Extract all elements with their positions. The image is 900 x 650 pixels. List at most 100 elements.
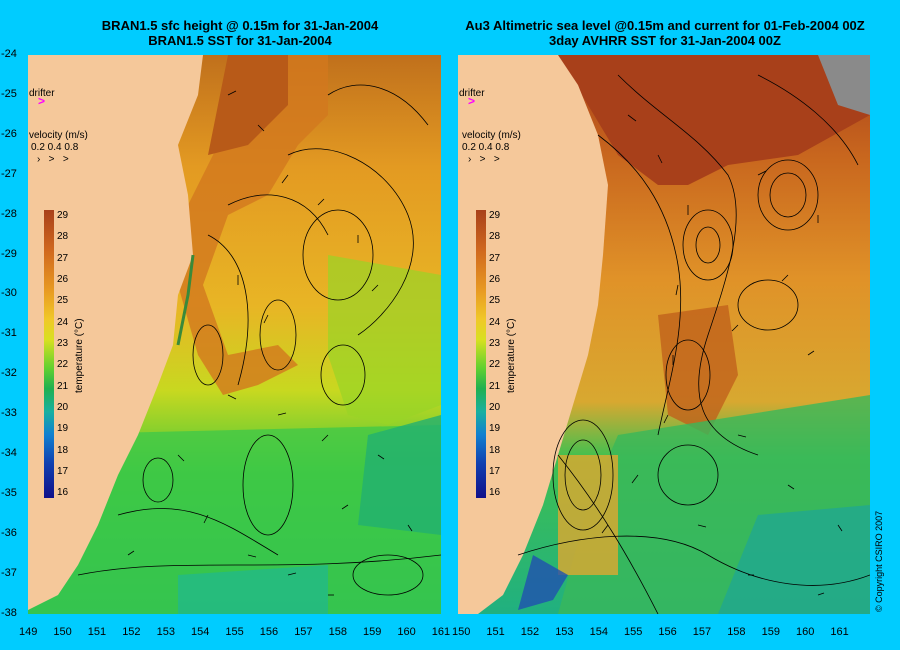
right-velocity-arrows-icon: › > > [468,154,500,165]
colorbar-tick-label: 27 [57,252,69,264]
x-tick-label: 157 [692,626,712,638]
right-drifter-label: drifter [459,88,485,99]
colorbar-tick-label: 27 [489,252,501,264]
right-current-arrows [601,114,843,596]
colorbar-tick-label: 20 [489,402,501,413]
colorbar-tick-label: 26 [489,274,501,285]
right-title-line1: Au3 Altimetric sea level @0.15m and curr… [465,18,865,33]
right-velocity-title: velocity (m/s) [462,130,521,141]
x-tick-label: 159 [761,626,780,638]
right-colorbar [476,210,486,498]
right-title: Au3 Altimetric sea level @0.15m and curr… [455,18,875,48]
x-tick-label: 154 [191,626,210,638]
y-tick-label: -26 [1,127,17,140]
x-tick-label: 152 [520,626,540,638]
right-cloud-mask [818,55,870,115]
colorbar-tick-label: 22 [57,359,69,371]
left-map [28,55,441,614]
x-tick-label: 154 [589,626,608,638]
y-tick-label: -36 [1,526,17,539]
colorbar-tick-label: 23 [489,338,501,349]
y-tick-label: -25 [1,87,17,100]
y-tick-label: -27 [1,167,17,180]
left-colorbar [44,210,54,498]
colorbar-tick-label: 20 [57,402,69,413]
x-tick-label: 161 [431,626,451,638]
right-map [458,55,870,614]
left-contours [77,84,441,596]
colorbar-tick-label: 16 [57,487,69,499]
right-velocity-values: 0.2 0.4 0.8 [462,142,510,153]
colorbar-tick-label: 17 [57,466,69,477]
x-tick-label: 151 [87,626,107,638]
right-cold-coastal [518,555,568,610]
y-tick-label: -38 [1,606,17,619]
right-warm-south [558,455,618,575]
colorbar-tick-label: 23 [57,338,69,349]
x-tick-label: 155 [225,626,244,638]
left-cool-patch [358,415,441,535]
colorbar-tick-label: 24 [489,316,501,328]
left-drifter-label: drifter [29,88,55,99]
y-tick-label: -24 [1,48,17,60]
left-drifter-icon: > [38,94,46,108]
x-tick-label: 153 [156,626,175,638]
left-cool-south [28,425,441,614]
x-tick-label: 159 [363,626,382,638]
y-tick-label: -35 [1,486,17,499]
x-tick-label: 150 [53,626,72,638]
colorbar-tick-label: 18 [57,444,69,456]
colorbar-tick-label: 17 [489,466,501,477]
y-tick-label: -30 [1,287,17,300]
left-land [28,55,203,610]
colorbar-tick-label: 25 [57,295,69,307]
colorbar-tick-label: 28 [57,231,69,243]
y-tick-label: -33 [1,407,17,420]
x-tick-label: 157 [294,626,313,638]
x-tick-label: 160 [796,626,815,638]
x-tick-label: 149 [19,626,38,638]
colorbar-tick-label: 26 [57,274,69,285]
left-warm-current [178,55,328,395]
y-tick-label: -31 [1,327,17,340]
x-tick-label: 152 [122,626,141,638]
colorbar-tick-label: 21 [489,380,501,392]
left-coast-shelf [176,254,195,346]
left-temperature-title: temperature (°C) [74,318,85,393]
y-tick-label: -34 [1,447,17,459]
left-green-region [328,255,441,425]
left-velocity-values: 0.2 0.4 0.8 [31,142,79,153]
x-tick-label: 153 [555,626,574,638]
y-tick-label: -32 [1,367,17,380]
colorbar-tick-label: 29 [57,210,69,221]
colorbar-tick-label: 19 [57,423,69,435]
copyright-text: © Copyright CSIRO 2007 [874,510,884,612]
x-tick-label: 155 [624,626,643,638]
x-tick-label: 150 [452,626,471,638]
colorbar-tick-label: 16 [489,487,501,499]
right-temperature-title: temperature (°C) [506,318,517,393]
colorbar-tick-label: 18 [489,444,501,456]
y-tick-label: -37 [1,566,17,579]
x-tick-label: 158 [727,626,746,638]
x-tick-label: 161 [830,626,849,638]
y-tick-label: -29 [1,247,17,260]
colorbar-tick-label: 28 [489,231,501,243]
right-contours [517,74,870,614]
left-map-svg [28,55,441,614]
colorbar-tick-label: 29 [489,210,501,221]
left-cool-bottom [178,565,328,614]
left-warm-core [208,55,288,155]
right-map-svg [458,55,870,614]
x-tick-label: 158 [328,626,347,638]
x-tick-label: 151 [486,626,505,638]
left-title-line2: BRAN1.5 SST for 31-Jan-2004 [148,33,332,48]
colorbar-tick-label: 19 [489,423,501,435]
colorbar-tick-label: 24 [57,316,69,328]
left-title: BRAN1.5 sfc height @ 0.15m for 31-Jan-20… [40,18,440,48]
x-tick-label: 160 [397,626,416,638]
right-drifter-icon: > [468,94,476,108]
x-tick-label: 156 [658,626,677,638]
left-velocity-arrows-icon: › > > [37,154,69,165]
left-velocity-title: velocity (m/s) [29,130,88,141]
